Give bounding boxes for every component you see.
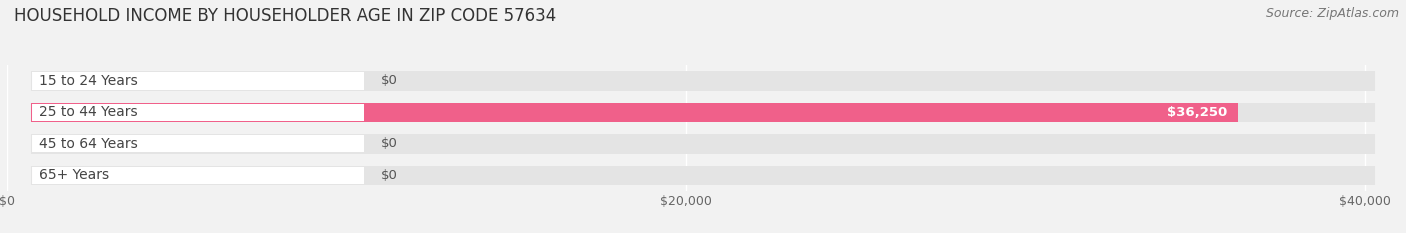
Text: 25 to 44 Years: 25 to 44 Years: [39, 105, 138, 120]
Bar: [32, 167, 364, 184]
Text: 65+ Years: 65+ Years: [39, 168, 110, 182]
Text: HOUSEHOLD INCOME BY HOUSEHOLDER AGE IN ZIP CODE 57634: HOUSEHOLD INCOME BY HOUSEHOLDER AGE IN Z…: [14, 7, 557, 25]
Text: $36,250: $36,250: [1167, 106, 1227, 119]
Text: $0: $0: [381, 137, 398, 150]
Bar: [32, 135, 364, 152]
Bar: [31, 134, 1375, 154]
Text: $0: $0: [381, 75, 398, 87]
Bar: [32, 104, 364, 121]
Bar: [31, 103, 1375, 122]
Text: $0: $0: [381, 169, 398, 182]
Bar: [7, 128, 1399, 160]
Bar: [32, 72, 364, 89]
Text: 45 to 64 Years: 45 to 64 Years: [39, 137, 138, 151]
Text: 15 to 24 Years: 15 to 24 Years: [39, 74, 138, 88]
Bar: [7, 65, 1399, 97]
Text: Source: ZipAtlas.com: Source: ZipAtlas.com: [1265, 7, 1399, 20]
Bar: [31, 166, 1375, 185]
Bar: [31, 71, 1375, 91]
Bar: [7, 97, 1399, 128]
Bar: [31, 103, 1237, 122]
Bar: [7, 160, 1399, 191]
